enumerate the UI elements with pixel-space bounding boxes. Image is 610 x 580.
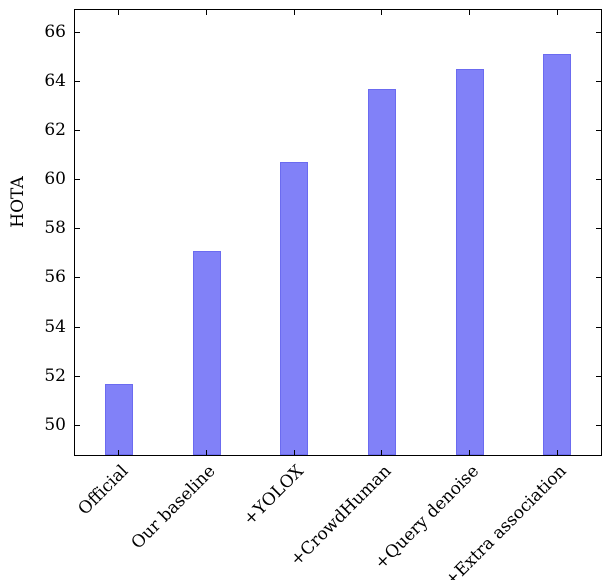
y-tick-mark <box>596 179 601 181</box>
y-tick-mark <box>596 129 601 131</box>
y-tick-mark <box>596 277 601 279</box>
x-tick-mark <box>469 10 470 15</box>
y-tick-label: 64 <box>44 70 66 91</box>
bar <box>104 383 133 455</box>
y-tick-label: 52 <box>44 365 66 386</box>
y-tick-label: 58 <box>44 218 66 239</box>
bar <box>455 69 484 455</box>
x-tick-mark <box>556 450 558 455</box>
y-tick-mark <box>75 80 80 82</box>
bar <box>367 88 396 455</box>
y-tick-label: 62 <box>44 119 66 140</box>
x-tick-mark <box>381 10 383 15</box>
x-tick-mark <box>556 10 558 15</box>
y-tick-label: 56 <box>44 267 66 288</box>
y-tick-mark <box>596 375 601 377</box>
y-tick-mark <box>596 31 601 33</box>
y-tick-mark <box>75 326 80 328</box>
y-tick-label: 50 <box>44 414 66 435</box>
y-tick-labels: 50 52 54 56 58 60 62 64 66 <box>0 10 66 455</box>
y-tick-mark <box>75 375 80 377</box>
plot-area <box>74 9 602 456</box>
y-tick-mark <box>75 424 80 426</box>
y-tick-mark <box>75 179 80 181</box>
x-tick-label: Our baseline <box>127 461 220 554</box>
y-tick-mark <box>596 424 601 426</box>
bar <box>543 54 572 455</box>
x-tick-mark <box>293 10 295 15</box>
y-tick-mark <box>75 31 80 33</box>
y-tick-mark <box>596 326 601 328</box>
y-tick-mark <box>75 277 80 279</box>
x-tick-mark <box>118 450 120 455</box>
y-tick-label: 66 <box>44 21 66 42</box>
bar <box>192 250 221 455</box>
x-tick-label: +YOLOX <box>239 461 308 530</box>
x-tick-label: Official <box>74 461 133 520</box>
y-tick-label: 60 <box>44 169 66 190</box>
x-tick-mark <box>118 10 120 15</box>
y-tick-label: 54 <box>44 316 66 337</box>
y-tick-mark <box>75 129 80 131</box>
y-tick-mark <box>75 228 80 230</box>
bar <box>280 162 309 455</box>
x-tick-mark <box>293 450 295 455</box>
y-tick-mark <box>596 80 601 82</box>
x-tick-mark <box>206 450 207 455</box>
x-tick-mark <box>381 450 383 455</box>
y-tick-mark <box>596 228 601 230</box>
x-tick-mark <box>206 10 207 15</box>
x-tick-labels: Official Our baseline +YOLOX +CrowdHuman +Qu… <box>74 461 601 580</box>
x-tick-mark <box>469 450 470 455</box>
